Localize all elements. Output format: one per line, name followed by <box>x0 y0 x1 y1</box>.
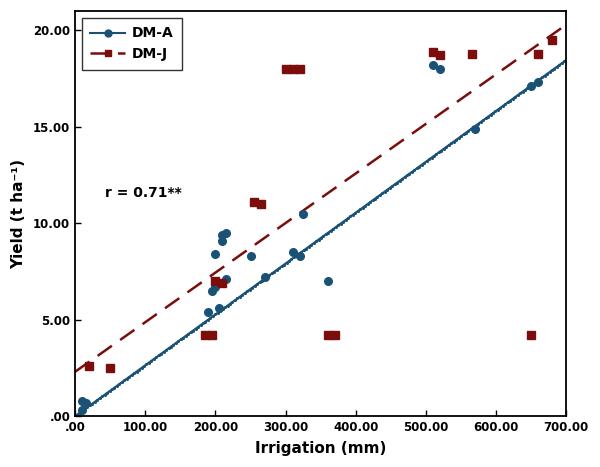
X-axis label: Irrigation (mm): Irrigation (mm) <box>255 441 386 456</box>
Legend: DM-A, DM-J: DM-A, DM-J <box>82 18 182 70</box>
Text: r = 0.71**: r = 0.71** <box>104 186 181 200</box>
Y-axis label: Yield (t ha⁻¹): Yield (t ha⁻¹) <box>11 159 26 269</box>
